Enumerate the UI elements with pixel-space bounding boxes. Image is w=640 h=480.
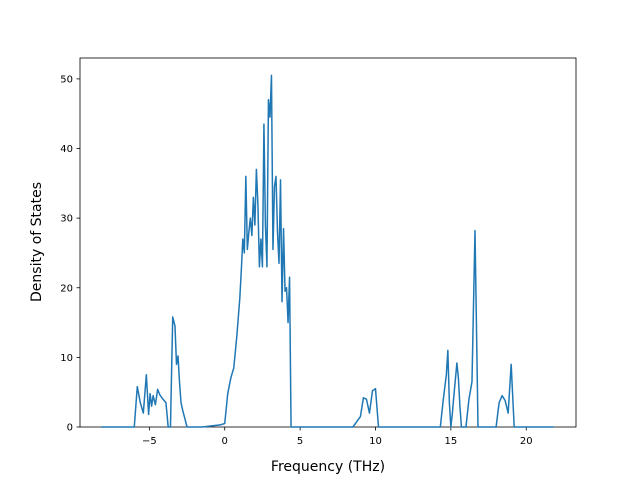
y-tick-label: 20	[60, 283, 73, 294]
x-tick-label: 0	[222, 436, 228, 447]
x-axis-label: Frequency (THz)	[271, 459, 385, 475]
y-tick-label: 40	[60, 144, 73, 155]
x-tick-label: 15	[445, 436, 458, 447]
y-tick-label: 30	[60, 214, 73, 225]
y-tick-label: 0	[67, 423, 73, 434]
series-layer	[101, 74, 554, 428]
y-axis: 0 10 20 30 40 50	[60, 74, 80, 434]
plot-frame	[79, 57, 577, 428]
dos-series-line	[101, 74, 554, 428]
y-tick-label: 10	[60, 353, 73, 364]
x-tick-label: −5	[142, 436, 157, 447]
x-tick-label: 10	[369, 436, 382, 447]
y-axis-label: Density of States	[29, 182, 45, 302]
x-tick-label: 20	[520, 436, 533, 447]
x-axis: −5 0 5 10 15 20	[142, 427, 533, 447]
y-tick-label: 50	[60, 74, 73, 85]
x-tick-label: 5	[297, 436, 303, 447]
